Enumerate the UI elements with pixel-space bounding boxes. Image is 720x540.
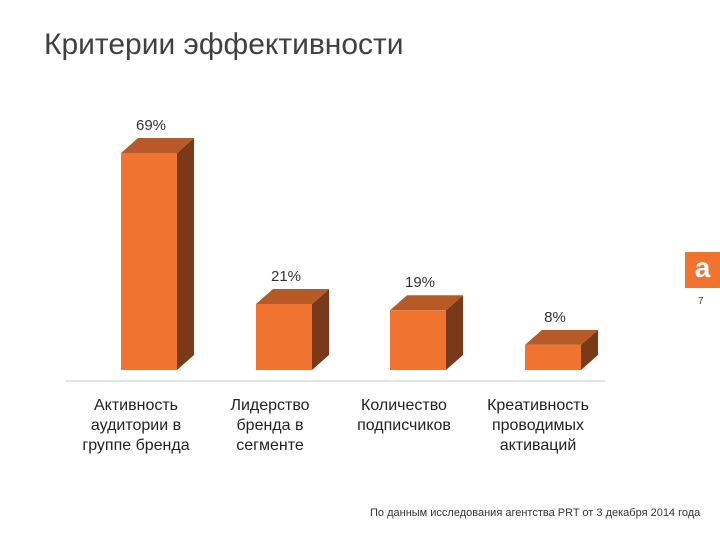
slide-title: Критерии эффективности xyxy=(44,28,404,61)
bar-top-2 xyxy=(256,288,329,304)
page-number: 7 xyxy=(698,296,704,307)
category-label-line: проводимых xyxy=(491,417,585,434)
brand-logo: a xyxy=(685,252,720,288)
data-label-3: 19% xyxy=(405,274,435,291)
source-note: По данным исследования агентства PRT от … xyxy=(370,507,701,519)
category-label-line: сегменте xyxy=(236,437,304,454)
bar-2 xyxy=(256,303,312,370)
category-label-line: Количество xyxy=(361,397,447,414)
category-label-line: Активность xyxy=(93,397,178,414)
category-label-line: группе бренда xyxy=(82,437,190,454)
bar-side-3 xyxy=(446,295,463,370)
bar-top-4 xyxy=(525,329,598,345)
category-label-1: Активность аудитории в группе бренда xyxy=(66,396,206,456)
bar-3 xyxy=(390,310,446,370)
category-label-line: подписчиков xyxy=(357,417,451,434)
data-label-2: 21% xyxy=(271,268,301,285)
bar-4 xyxy=(525,344,581,370)
bar-top-1 xyxy=(121,138,194,153)
category-label-4: Креативность проводимых активаций xyxy=(468,396,608,456)
category-label-line: Лидерство xyxy=(230,397,310,414)
bar-side-2 xyxy=(312,288,329,370)
category-label-line: активаций xyxy=(499,437,577,454)
category-label-line: Креативность xyxy=(487,397,589,414)
category-label-line: бренда в xyxy=(236,417,304,434)
data-label-1: 69% xyxy=(136,117,166,134)
bar-1 xyxy=(121,153,177,370)
category-label-line: аудитории в xyxy=(90,417,182,434)
category-label-2: Лидерство бренда в сегменте xyxy=(200,396,340,456)
bar-side-1 xyxy=(177,138,194,370)
category-label-3: Количество подписчиков xyxy=(334,396,474,436)
bar-side-4 xyxy=(581,329,598,370)
bar-top-3 xyxy=(390,295,463,311)
data-label-4: 8% xyxy=(544,309,566,326)
